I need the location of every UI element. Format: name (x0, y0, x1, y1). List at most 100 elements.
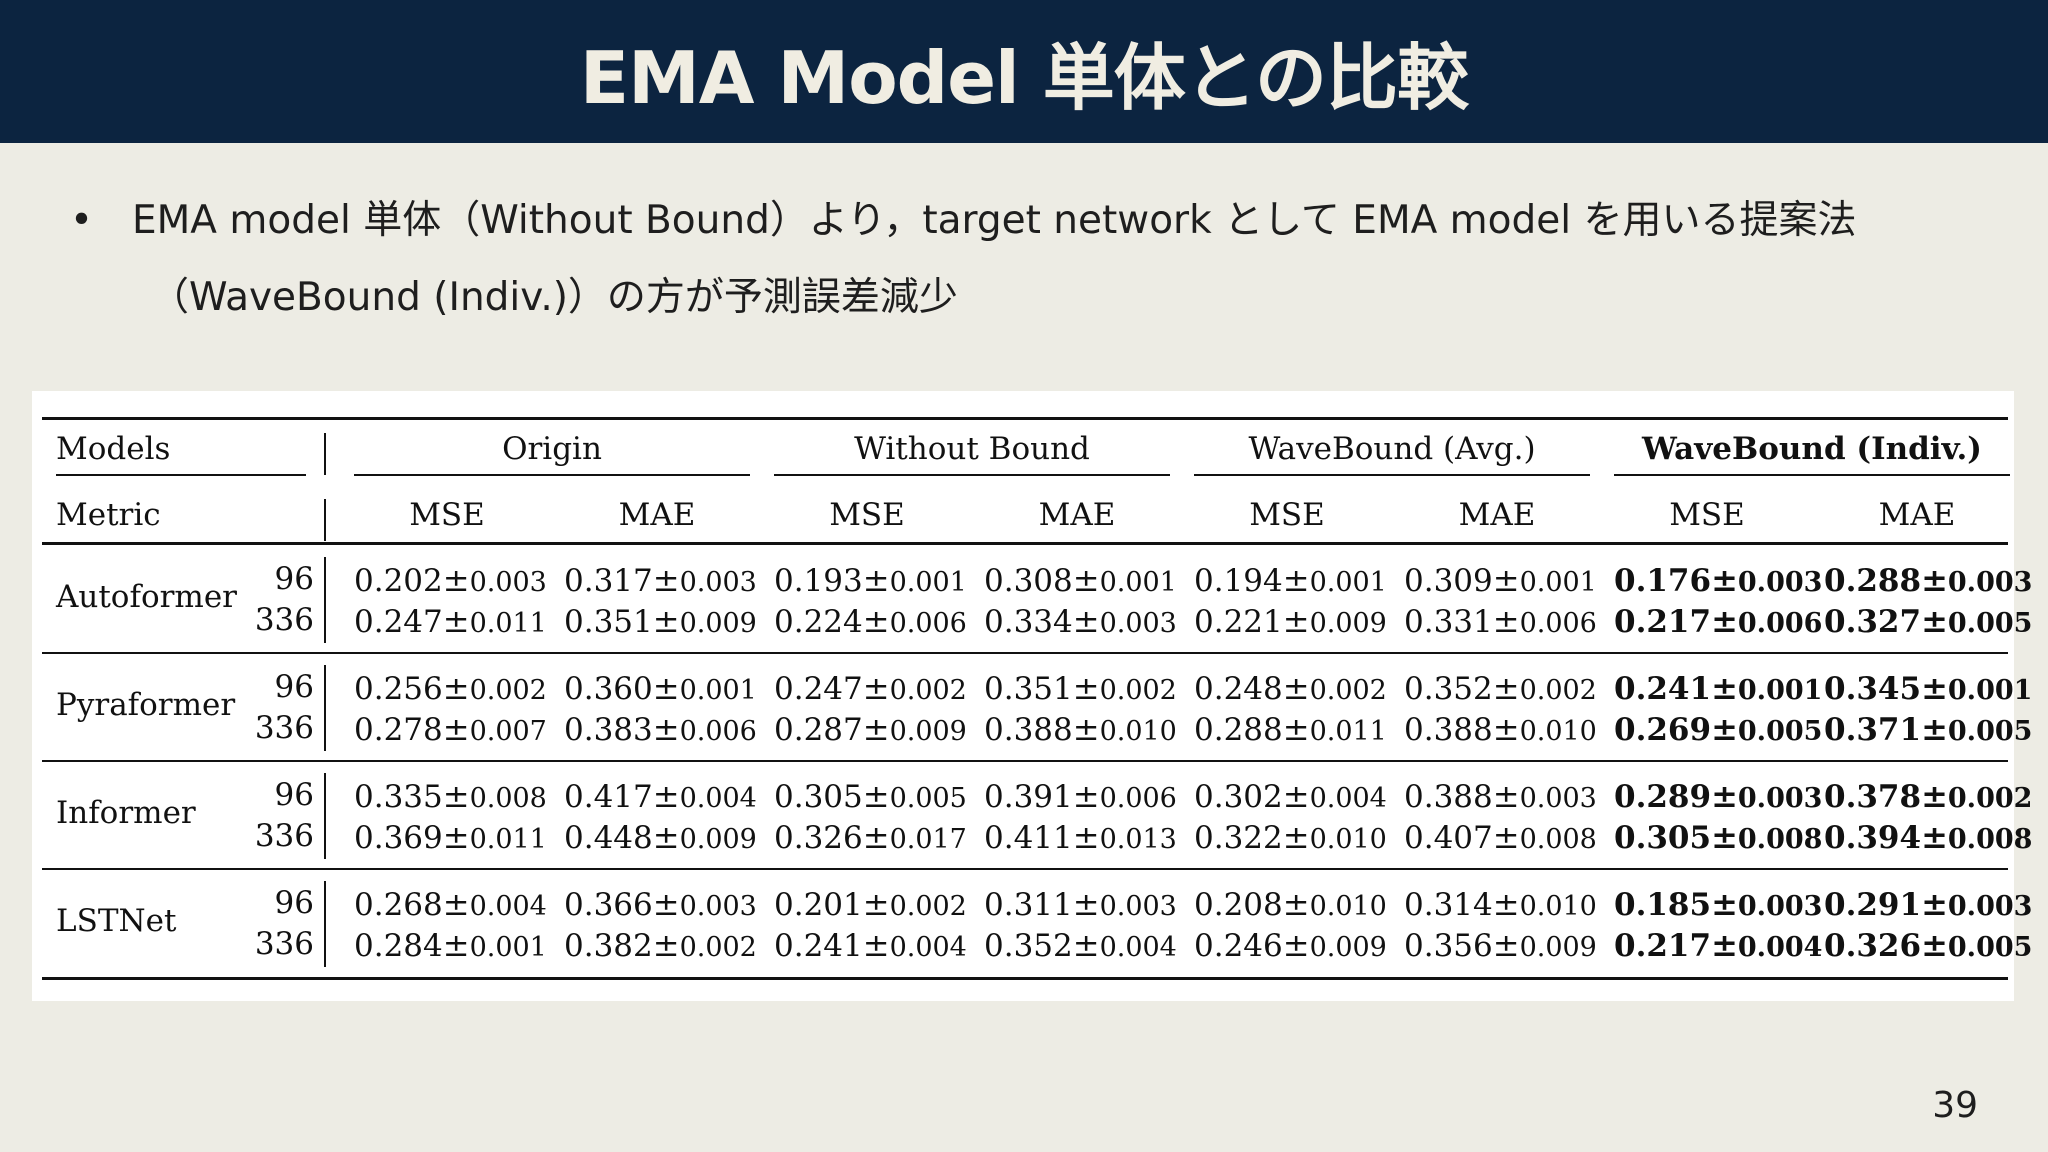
metric-std: 0.001 (679, 675, 757, 706)
metric-value: 0.448±0.009 (564, 818, 757, 856)
metric-std: 0.009 (1309, 608, 1387, 639)
metric-mean: 0.369 (354, 820, 443, 856)
metric-value: 0.185±0.003 (1614, 885, 1822, 923)
metric-value: 0.241±0.001 (1614, 669, 1822, 707)
plus-minus-sign: ± (652, 561, 680, 599)
metric-std: 0.003 (1737, 567, 1823, 598)
metric-std: 0.001 (1309, 567, 1387, 598)
plus-minus-sign: ± (1711, 818, 1738, 856)
model-name: Autoformer (56, 579, 237, 615)
header-metric-5: MAE (1458, 497, 1536, 533)
horizon-label: 96 (274, 669, 314, 705)
metric-std: 0.006 (1099, 783, 1177, 814)
metric-mean: 0.317 (564, 563, 653, 599)
horizon-label: 336 (254, 926, 314, 962)
plus-minus-sign: ± (1492, 561, 1520, 599)
plus-minus-sign: ± (1282, 602, 1310, 640)
metric-std: 0.010 (1309, 824, 1387, 855)
plus-minus-sign: ± (442, 561, 470, 599)
header-metric-7: MAE (1878, 497, 1956, 533)
metric-value: 0.208±0.010 (1194, 885, 1387, 923)
plus-minus-sign: ± (442, 710, 470, 748)
metric-vertical-separator (324, 499, 326, 541)
plus-minus-sign: ± (442, 818, 470, 856)
metric-mean: 0.308 (984, 563, 1073, 599)
metric-mean: 0.247 (774, 671, 863, 707)
metric-mean: 0.360 (564, 671, 653, 707)
header-group-underline-3 (1614, 474, 2010, 476)
horizon-label: 336 (254, 710, 314, 746)
metric-value: 0.291±0.003 (1824, 885, 2032, 923)
metric-value: 0.391±0.006 (984, 777, 1177, 815)
model-separator-rule (42, 652, 2008, 654)
plus-minus-sign: ± (1711, 710, 1738, 748)
metric-value: 0.288±0.003 (1824, 561, 2032, 599)
metric-value: 0.331±0.006 (1404, 602, 1597, 640)
metric-mean: 0.383 (564, 712, 653, 748)
metric-mean: 0.185 (1614, 887, 1712, 923)
plus-minus-sign: ± (862, 669, 890, 707)
metric-std: 0.005 (1947, 932, 2033, 963)
metric-std: 0.009 (1519, 932, 1597, 963)
metric-mean: 0.352 (1404, 671, 1493, 707)
metric-value: 0.269±0.005 (1614, 710, 1822, 748)
metric-mean: 0.278 (354, 712, 443, 748)
bullet-text-line2: （WaveBound (Indiv.)）の方が予測誤差減少 (150, 275, 958, 320)
plus-minus-sign: ± (652, 602, 680, 640)
metric-mean: 0.388 (1404, 712, 1493, 748)
metric-std: 0.003 (1099, 608, 1177, 639)
plus-minus-sign: ± (652, 818, 680, 856)
model-name: LSTNet (56, 903, 177, 939)
metric-std: 0.007 (469, 716, 547, 747)
metric-mean: 0.288 (1194, 712, 1283, 748)
metric-value: 0.193±0.001 (774, 561, 967, 599)
metric-value: 0.247±0.011 (354, 602, 547, 640)
metric-std: 0.005 (1737, 716, 1823, 747)
metric-value: 0.288±0.011 (1194, 710, 1387, 748)
metric-value: 0.352±0.004 (984, 926, 1177, 964)
metric-std: 0.003 (1099, 891, 1177, 922)
header-metric-6: MSE (1669, 497, 1745, 533)
metric-value: 0.201±0.002 (774, 885, 967, 923)
metric-std: 0.011 (469, 824, 547, 855)
plus-minus-sign: ± (1921, 777, 1948, 815)
header-metric-4: MSE (1249, 497, 1325, 533)
metric-std: 0.002 (1099, 675, 1177, 706)
slide-title: EMA Model 単体との比較 (579, 36, 1469, 120)
metric-mean: 0.217 (1614, 604, 1712, 640)
metric-value: 0.308±0.001 (984, 561, 1177, 599)
metric-mean: 0.391 (984, 779, 1073, 815)
metric-value: 0.369±0.011 (354, 818, 547, 856)
metric-value: 0.345±0.001 (1824, 669, 2032, 707)
plus-minus-sign: ± (1282, 885, 1310, 923)
metric-value: 0.202±0.003 (354, 561, 547, 599)
metric-std: 0.003 (1947, 567, 2033, 598)
metric-std: 0.003 (469, 567, 547, 598)
metric-mean: 0.224 (774, 604, 863, 640)
horizon-label: 96 (274, 777, 314, 813)
metric-value: 0.371±0.005 (1824, 710, 2032, 748)
metric-value: 0.289±0.003 (1614, 777, 1822, 815)
plus-minus-sign: ± (862, 777, 890, 815)
metric-std: 0.002 (679, 932, 757, 963)
metric-value: 0.356±0.009 (1404, 926, 1597, 964)
plus-minus-sign: ± (1282, 710, 1310, 748)
metric-mean: 0.193 (774, 563, 863, 599)
header-bottom-rule (42, 542, 2008, 545)
plus-minus-sign: ± (862, 602, 890, 640)
metric-mean: 0.248 (1194, 671, 1283, 707)
metric-std: 0.009 (1309, 932, 1387, 963)
plus-minus-sign: ± (1072, 926, 1100, 964)
metric-value: 0.247±0.002 (774, 669, 967, 707)
plus-minus-sign: ± (1282, 926, 1310, 964)
metric-value: 0.388±0.010 (984, 710, 1177, 748)
metric-value: 0.360±0.001 (564, 669, 757, 707)
plus-minus-sign: ± (1072, 777, 1100, 815)
metric-std: 0.005 (1947, 608, 2033, 639)
header-models: Models (56, 431, 171, 467)
plus-minus-sign: ± (1921, 669, 1948, 707)
metric-value: 0.305±0.008 (1614, 818, 1822, 856)
metric-value: 0.317±0.003 (564, 561, 757, 599)
plus-minus-sign: ± (1492, 602, 1520, 640)
metric-std: 0.004 (679, 783, 757, 814)
